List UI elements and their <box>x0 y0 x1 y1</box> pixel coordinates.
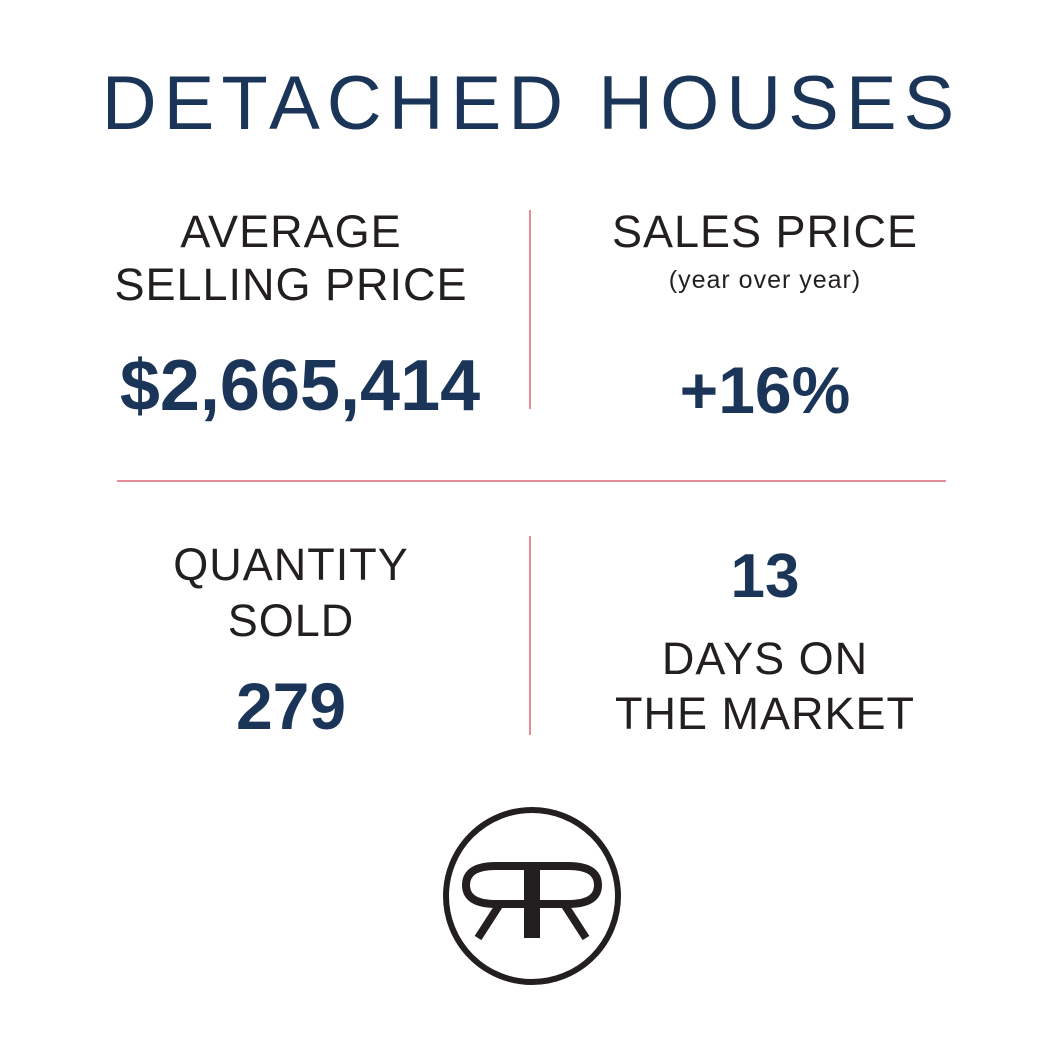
days-on-market-value: 13 <box>730 542 800 611</box>
days-on-label: DAYS ON <box>661 633 869 684</box>
quantity-label: QUANTITY <box>173 539 409 590</box>
rr-monogram-icon <box>443 807 621 985</box>
horizontal-divider <box>117 480 946 482</box>
quantity-sold-value: 279 <box>235 669 347 743</box>
sales-price-label: SALES PRICE <box>611 206 919 257</box>
bottom-vertical-divider <box>529 536 531 735</box>
average-selling-price-value: $2,665,414 <box>119 346 481 426</box>
sold-label: SOLD <box>227 595 355 646</box>
average-label: AVERAGE <box>180 206 402 257</box>
page-title: DETACHED HOUSES <box>101 61 962 146</box>
the-market-label: THE MARKET <box>614 688 916 739</box>
top-vertical-divider <box>529 210 531 409</box>
selling-price-label: SELLING PRICE <box>114 259 468 310</box>
year-over-year-sublabel: (year over year) <box>668 266 862 294</box>
sales-price-change-value: +16% <box>679 353 851 427</box>
